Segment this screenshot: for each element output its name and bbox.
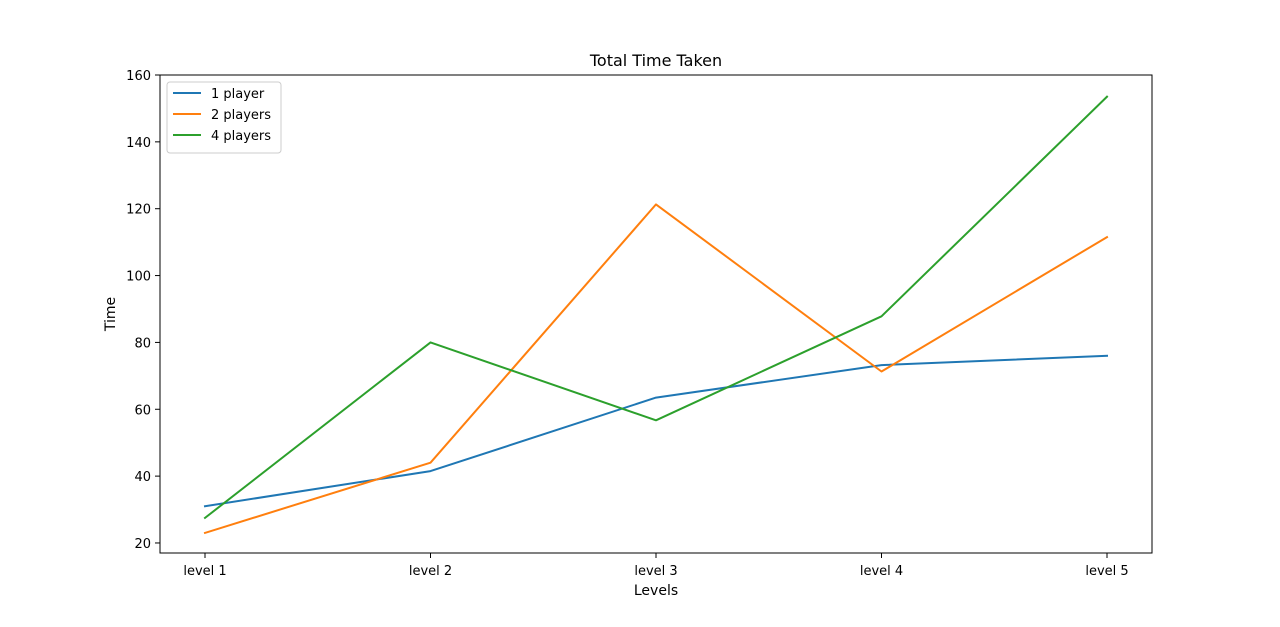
plot-area: level 1 level 2 level 3 level 4 level 5 20 40 6… bbox=[126, 69, 1153, 579]
legend-label: 2 players bbox=[211, 108, 271, 123]
y-tick-label: 20 bbox=[134, 537, 151, 552]
y-tick-label: 80 bbox=[134, 336, 151, 351]
y-axis-label: Time bbox=[103, 297, 119, 332]
y-tick-label: 40 bbox=[134, 470, 151, 485]
series-line-3 bbox=[203, 95, 1109, 520]
x-tick-label: level 5 bbox=[1085, 564, 1128, 579]
series-line-2 bbox=[203, 203, 1109, 535]
x-tick-label: level 3 bbox=[634, 564, 677, 579]
y-tick-label: 100 bbox=[126, 270, 151, 285]
chart-title: Total Time Taken bbox=[589, 51, 722, 70]
series-line-1 bbox=[203, 354, 1109, 508]
y-tick-label: 160 bbox=[126, 69, 151, 84]
y-tick-label: 120 bbox=[126, 203, 151, 218]
y-tick-label: 60 bbox=[134, 403, 151, 418]
y-tick-label: 140 bbox=[126, 136, 151, 151]
x-tick-label: level 2 bbox=[409, 564, 452, 579]
plot-frame bbox=[159, 74, 1153, 554]
legend-label: 1 player bbox=[211, 87, 265, 102]
x-tick-label: level 4 bbox=[860, 564, 903, 579]
legend: 1 player 2 players 4 players bbox=[166, 81, 282, 154]
legend-label: 4 players bbox=[211, 129, 271, 144]
x-axis-label: Levels bbox=[634, 583, 678, 599]
x-tick-label: level 1 bbox=[183, 564, 226, 579]
